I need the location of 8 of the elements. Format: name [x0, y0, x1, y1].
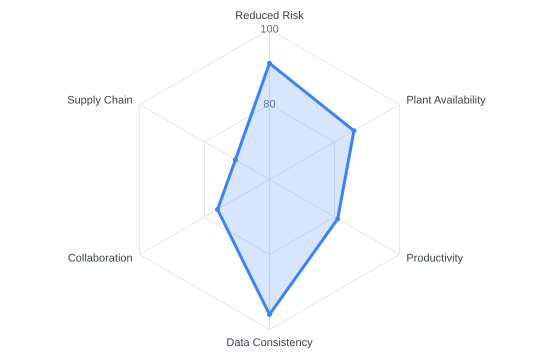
spoke-label: Collaboration	[68, 252, 133, 264]
spoke-label: Reduced Risk	[235, 10, 304, 22]
spoke-label: Supply Chain	[67, 94, 133, 106]
y-tick-label: 100	[260, 24, 279, 36]
spoke-label: Plant Availability	[406, 94, 486, 106]
spoke-label: Productivity	[406, 252, 464, 264]
spoke-label: Data Consistency	[226, 337, 314, 349]
y-tick-label: 80	[263, 98, 276, 110]
